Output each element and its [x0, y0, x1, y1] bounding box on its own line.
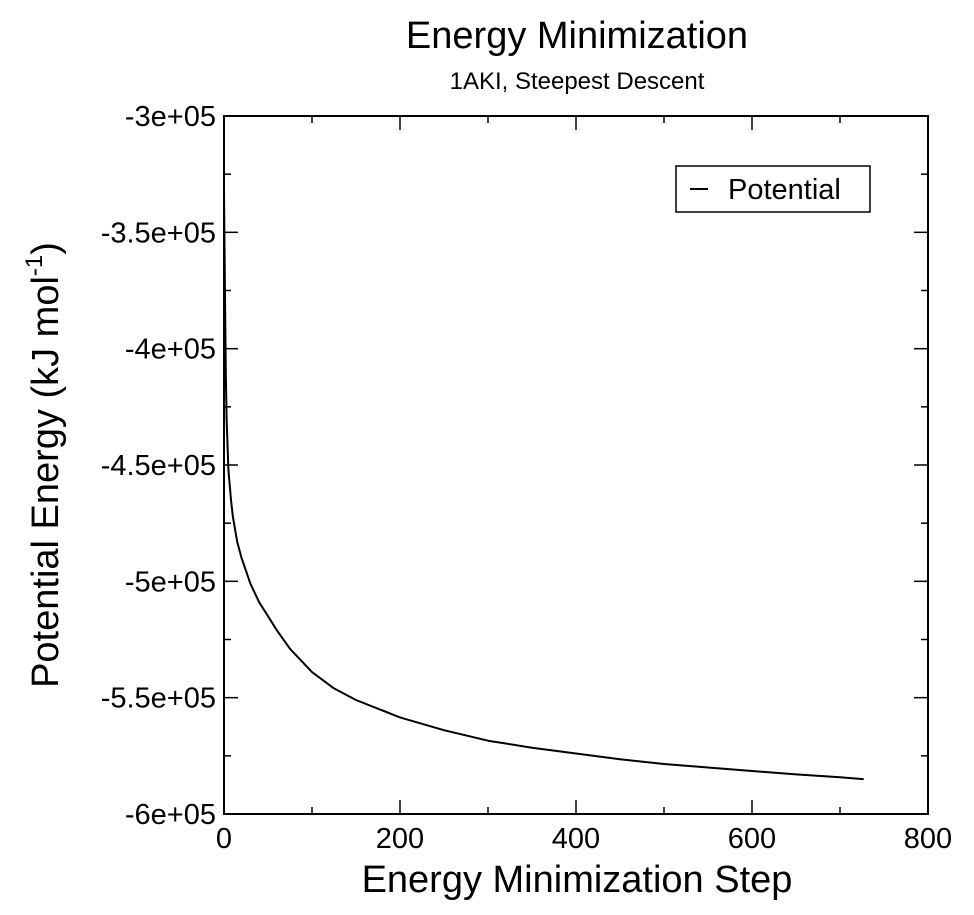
- x-tick-label: 800: [904, 823, 952, 855]
- y-tick-label: -3.5e+05: [101, 217, 216, 249]
- legend: Potential: [675, 165, 871, 213]
- y-axis-label: Potential Energy (kJ mol-1): [21, 242, 67, 688]
- series-line-potential: [223, 191, 864, 781]
- x-tick-label: 0: [216, 823, 232, 855]
- y-tick-label: -3e+05: [125, 101, 216, 133]
- y-tick-label: -4e+05: [125, 334, 216, 366]
- legend-box: [675, 165, 871, 213]
- chart-subtitle: 1AKI, Steepest Descent: [450, 68, 705, 95]
- chart-title: Energy Minimization: [406, 15, 748, 57]
- legend-label-potential: Potential: [728, 174, 841, 206]
- y-tick-label: -5e+05: [125, 566, 216, 598]
- y-axis-label-superscript: -1: [21, 255, 48, 276]
- y-tick-label: -4.5e+05: [101, 450, 216, 482]
- y-axis-label-main: Potential Energy (kJ mol: [25, 276, 67, 688]
- plot-frame: [223, 115, 929, 815]
- x-tick-labels: 0 200 400 600 800: [216, 823, 952, 855]
- y-tick-labels: -6e+05 -5.5e+05 -5e+05 -4.5e+05 -4e+05 -3.5e+…: [101, 101, 216, 831]
- x-tick-label: 200: [376, 823, 424, 855]
- x-tick-label: 600: [728, 823, 776, 855]
- x-ticks: [223, 116, 929, 814]
- y-tick-label: -6e+05: [125, 799, 216, 831]
- y-axis-label-close: ): [25, 242, 67, 255]
- x-axis-label: Energy Minimization Step: [362, 859, 793, 901]
- x-tick-label: 400: [552, 823, 600, 855]
- y-tick-label: -5.5e+05: [101, 683, 216, 715]
- y-ticks: [224, 115, 928, 815]
